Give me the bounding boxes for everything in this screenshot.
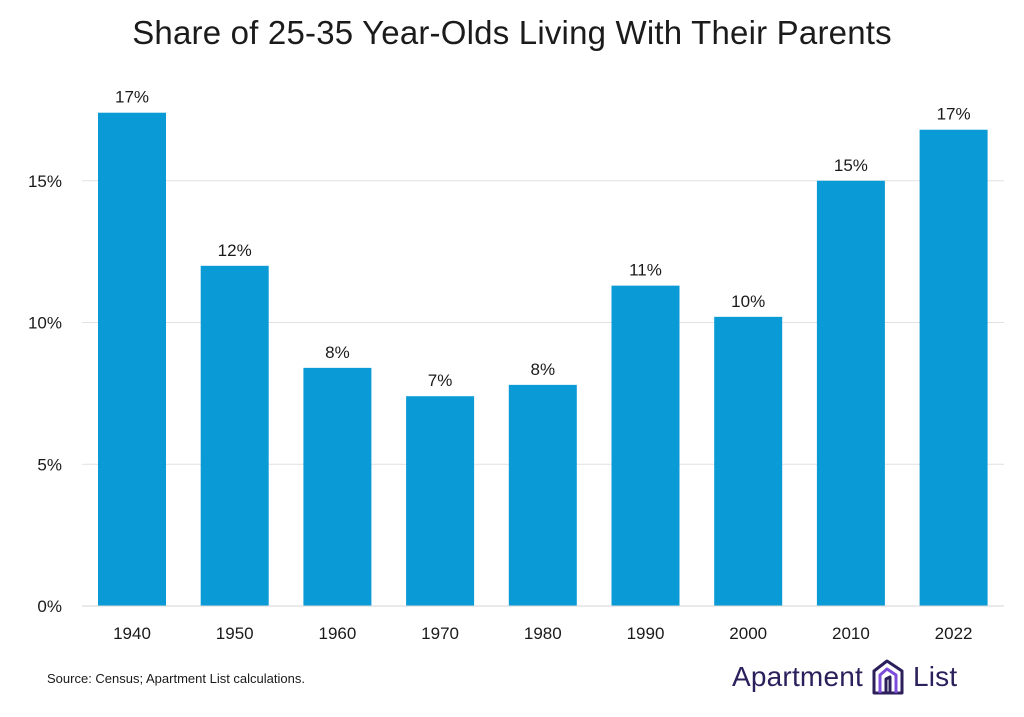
bar-1980	[508, 384, 577, 606]
x-tick-label: 1960	[318, 624, 356, 643]
brand-name-part1: Apartment	[732, 661, 863, 692]
x-tick-label: 1950	[216, 624, 254, 643]
x-tick-label: 1990	[627, 624, 665, 643]
y-tick-label: 15%	[28, 172, 62, 191]
x-tick-label: 2010	[832, 624, 870, 643]
bar-1950	[200, 265, 269, 606]
x-tick-label: 1940	[113, 624, 151, 643]
x-tick-label: 2022	[935, 624, 973, 643]
data-label: 12%	[218, 241, 252, 260]
bar-2000	[714, 316, 783, 606]
bar-1940	[98, 112, 166, 607]
x-tick-label: 2000	[729, 624, 767, 643]
y-tick-label: 5%	[37, 455, 62, 474]
data-label: 8%	[325, 343, 350, 362]
y-tick-label: 0%	[37, 597, 62, 616]
data-label: 11%	[629, 261, 662, 280]
source-note: Source: Census; Apartment List calculati…	[47, 671, 305, 686]
bar-2022	[919, 129, 988, 606]
bar-2010	[816, 180, 885, 606]
bar-1970	[406, 396, 475, 606]
x-tick-label: 1980	[524, 624, 562, 643]
bar-1990	[611, 285, 680, 606]
data-label: 7%	[428, 371, 453, 390]
brand-name-part2: List	[912, 661, 958, 692]
chart-title: Share of 25-35 Year-Olds Living With The…	[132, 14, 892, 51]
data-label: 10%	[731, 292, 765, 311]
data-label: 17%	[115, 88, 149, 107]
building-logo-icon	[872, 659, 904, 695]
apartment-list-logo: Apartment List	[732, 655, 957, 699]
x-tick-label: 1970	[421, 624, 459, 643]
data-label: 17%	[937, 105, 971, 124]
y-tick-label: 10%	[28, 314, 62, 333]
data-label: 8%	[531, 360, 556, 379]
bar-1960	[303, 367, 372, 606]
data-label: 15%	[834, 156, 868, 175]
